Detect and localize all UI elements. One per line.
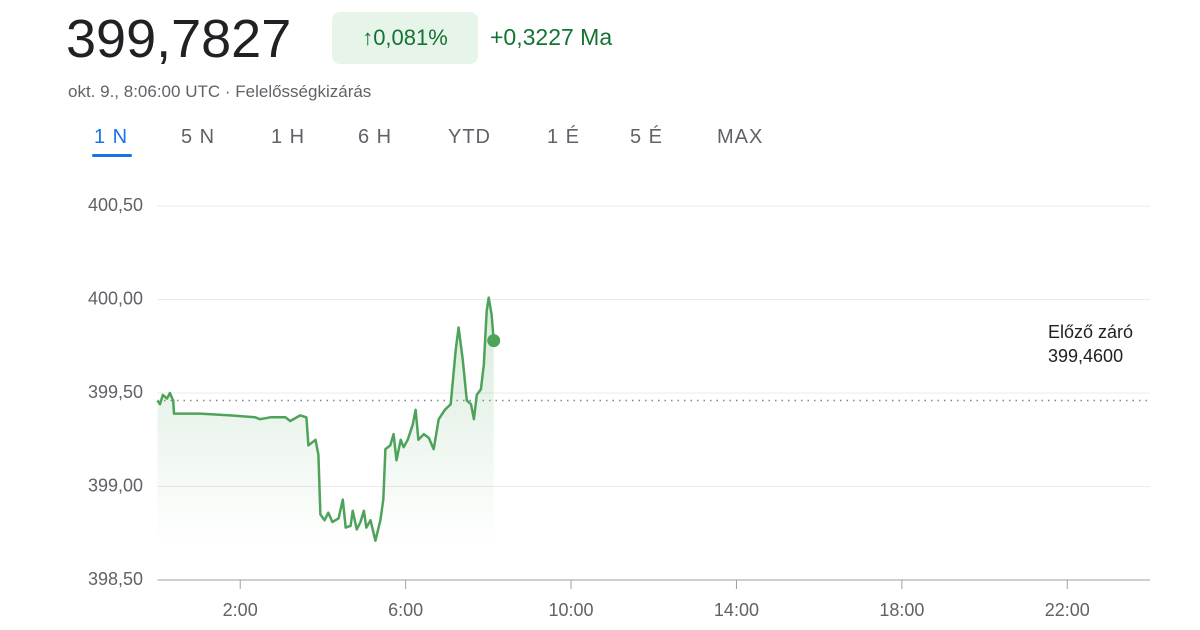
- change-badge: ↑ 0,081%: [332, 12, 478, 64]
- x-tick-label: 6:00: [388, 600, 423, 620]
- y-tick-label: 399,00: [88, 475, 143, 495]
- change-abs: +0,3227 Ma: [490, 24, 613, 50]
- y-tick-label: 398,50: [88, 569, 143, 589]
- subtitle: okt. 9., 8:06:00 UTC · Felelősségkizárás: [68, 82, 372, 101]
- tab[interactable]: 1 N: [94, 126, 129, 148]
- tab[interactable]: MAX: [717, 126, 764, 148]
- y-tick-label: 400,00: [88, 288, 143, 308]
- line: [156, 296, 495, 542]
- tab-underline: [92, 154, 132, 157]
- disclaimer[interactable]: Felelősségkizárás: [235, 82, 372, 101]
- reference-label: Előző záró 399,4600: [1048, 320, 1148, 368]
- tab[interactable]: YTD: [448, 126, 491, 148]
- x-tick-label: 22:00: [1045, 600, 1090, 620]
- x-tick-label: 10:00: [549, 600, 594, 620]
- y-tick-label: 399,50: [88, 382, 143, 402]
- tab[interactable]: 1 H: [271, 126, 306, 148]
- arrow-icon: ↑: [362, 25, 374, 50]
- tab[interactable]: 5 N: [181, 126, 216, 148]
- end-dot: [487, 334, 501, 348]
- timestamp: okt. 9., 8:06:00 UTC: [68, 82, 221, 101]
- area: [157, 297, 494, 545]
- reference-name: Előző záró: [1048, 322, 1134, 342]
- tab[interactable]: 1 É: [547, 126, 581, 148]
- x-tick-label: 14:00: [714, 600, 759, 620]
- tab[interactable]: 5 É: [630, 126, 664, 148]
- price: 399,7827: [66, 9, 292, 69]
- reference-value: 399,4600: [1048, 346, 1124, 366]
- y-tick-label: 400,50: [88, 195, 143, 215]
- change-percent: 0,081%: [373, 25, 448, 50]
- x-tick-label: 18:00: [879, 600, 924, 620]
- x-tick-label: 2:00: [223, 600, 258, 620]
- tab[interactable]: 6 H: [358, 126, 393, 148]
